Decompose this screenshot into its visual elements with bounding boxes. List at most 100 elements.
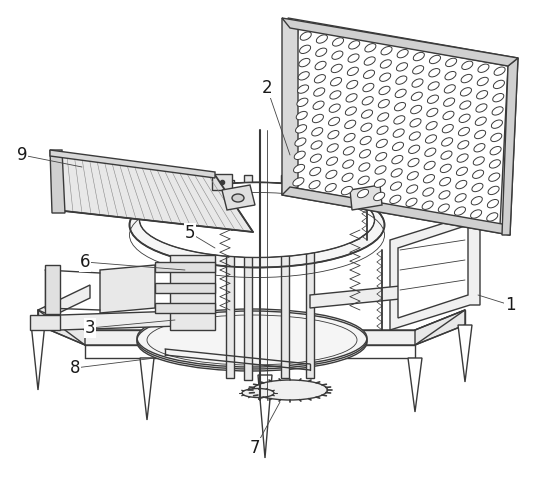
- Text: 7: 7: [250, 439, 260, 457]
- Ellipse shape: [476, 104, 487, 112]
- Ellipse shape: [491, 120, 502, 128]
- Ellipse shape: [294, 151, 305, 160]
- Ellipse shape: [472, 183, 483, 192]
- Polygon shape: [222, 185, 255, 210]
- Ellipse shape: [346, 94, 357, 102]
- Ellipse shape: [475, 130, 486, 139]
- Ellipse shape: [378, 113, 389, 121]
- Ellipse shape: [374, 179, 385, 187]
- Ellipse shape: [475, 117, 486, 125]
- Ellipse shape: [295, 138, 306, 146]
- Ellipse shape: [426, 121, 437, 130]
- Ellipse shape: [310, 167, 321, 176]
- Ellipse shape: [425, 148, 436, 156]
- Ellipse shape: [364, 70, 374, 79]
- Polygon shape: [60, 310, 210, 330]
- Ellipse shape: [345, 107, 356, 115]
- Ellipse shape: [461, 74, 472, 83]
- Ellipse shape: [252, 380, 328, 400]
- Ellipse shape: [330, 78, 342, 86]
- Ellipse shape: [358, 176, 369, 185]
- Polygon shape: [170, 255, 215, 330]
- Ellipse shape: [490, 160, 500, 168]
- Polygon shape: [310, 282, 440, 308]
- Ellipse shape: [139, 183, 374, 257]
- Ellipse shape: [314, 88, 325, 96]
- Ellipse shape: [487, 213, 498, 221]
- Ellipse shape: [378, 99, 390, 108]
- Ellipse shape: [373, 192, 385, 201]
- Ellipse shape: [377, 126, 388, 134]
- Ellipse shape: [441, 151, 452, 160]
- Ellipse shape: [422, 201, 433, 209]
- Polygon shape: [38, 310, 465, 345]
- Ellipse shape: [299, 58, 310, 67]
- Ellipse shape: [376, 152, 387, 161]
- Ellipse shape: [428, 82, 439, 90]
- Ellipse shape: [442, 138, 452, 146]
- Ellipse shape: [296, 111, 307, 120]
- Ellipse shape: [310, 154, 321, 162]
- Text: 1: 1: [505, 296, 515, 314]
- Ellipse shape: [396, 76, 407, 84]
- Ellipse shape: [487, 200, 499, 208]
- Ellipse shape: [329, 104, 340, 112]
- Ellipse shape: [379, 86, 390, 94]
- Polygon shape: [282, 187, 510, 235]
- Ellipse shape: [327, 157, 338, 165]
- Ellipse shape: [489, 173, 500, 181]
- Ellipse shape: [390, 195, 401, 203]
- Polygon shape: [345, 187, 365, 203]
- Polygon shape: [140, 358, 154, 420]
- Ellipse shape: [313, 114, 323, 123]
- Ellipse shape: [376, 139, 387, 147]
- Ellipse shape: [493, 80, 505, 89]
- Ellipse shape: [459, 114, 470, 122]
- Polygon shape: [258, 375, 272, 458]
- Ellipse shape: [427, 95, 438, 104]
- Ellipse shape: [491, 133, 502, 142]
- Ellipse shape: [455, 207, 465, 215]
- Polygon shape: [38, 310, 85, 345]
- Ellipse shape: [488, 186, 499, 195]
- Ellipse shape: [490, 147, 501, 155]
- Text: 2: 2: [261, 79, 272, 97]
- Polygon shape: [282, 18, 518, 66]
- Text: 5: 5: [185, 224, 195, 242]
- Ellipse shape: [316, 35, 328, 43]
- Ellipse shape: [471, 210, 482, 218]
- Ellipse shape: [300, 45, 310, 54]
- Ellipse shape: [130, 183, 385, 268]
- Ellipse shape: [477, 77, 489, 86]
- Ellipse shape: [458, 141, 469, 149]
- Ellipse shape: [477, 91, 487, 99]
- Ellipse shape: [361, 123, 372, 132]
- Text: 6: 6: [80, 253, 90, 271]
- Ellipse shape: [348, 67, 358, 76]
- Ellipse shape: [298, 85, 309, 94]
- Ellipse shape: [472, 170, 484, 178]
- Polygon shape: [415, 310, 465, 345]
- Polygon shape: [390, 215, 480, 330]
- Ellipse shape: [315, 61, 326, 70]
- Ellipse shape: [316, 48, 327, 56]
- Polygon shape: [30, 315, 60, 330]
- Ellipse shape: [314, 75, 325, 83]
- Polygon shape: [306, 175, 314, 378]
- Ellipse shape: [445, 58, 457, 67]
- Ellipse shape: [412, 79, 423, 87]
- Ellipse shape: [439, 191, 450, 199]
- Ellipse shape: [413, 53, 424, 61]
- Polygon shape: [408, 358, 422, 412]
- Polygon shape: [282, 18, 298, 195]
- Ellipse shape: [297, 98, 308, 107]
- Ellipse shape: [444, 85, 455, 93]
- Ellipse shape: [457, 154, 468, 162]
- Polygon shape: [38, 285, 90, 323]
- Ellipse shape: [473, 157, 484, 165]
- Ellipse shape: [440, 177, 451, 186]
- Ellipse shape: [360, 136, 371, 145]
- Ellipse shape: [343, 147, 355, 155]
- Ellipse shape: [300, 32, 312, 40]
- Ellipse shape: [391, 182, 401, 190]
